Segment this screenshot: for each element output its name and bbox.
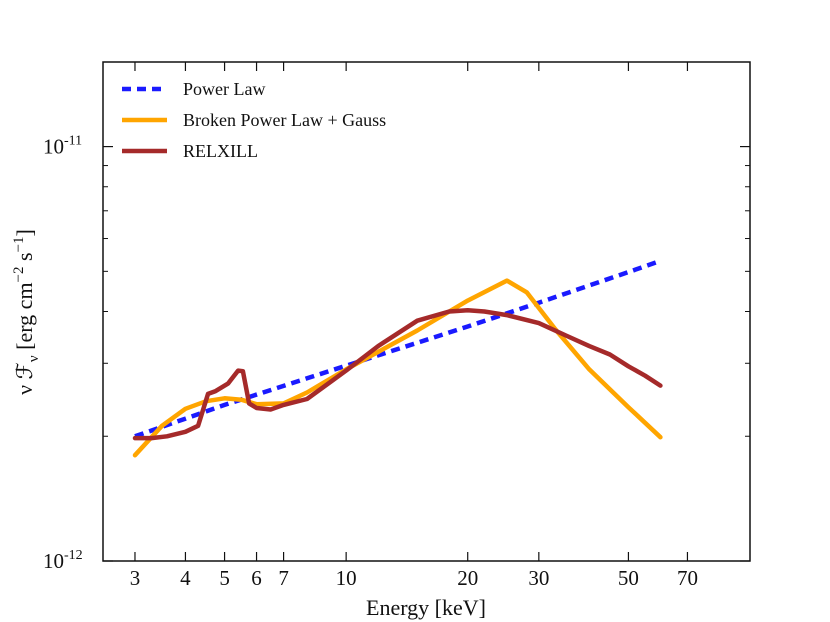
y-axis-title-part: [erg cm — [12, 282, 37, 355]
legend: Power Law Broken Power Law + Gauss RELXILL — [122, 79, 386, 161]
legend-label: Power Law — [183, 79, 265, 99]
x-tick-label: 30 — [528, 566, 549, 590]
x-tick-label: 70 — [677, 566, 698, 590]
series-line-power-law — [134, 258, 662, 439]
y-tick-base: 10 — [43, 549, 64, 573]
y-axis-title-part: ν — [26, 355, 42, 362]
y-tick-exponent: -12 — [64, 548, 83, 563]
y-axis-title-part: ] — [12, 229, 37, 236]
x-tick-label: 6 — [251, 566, 262, 590]
y-tick-exponent: -11 — [64, 134, 82, 149]
x-tick-label: 3 — [130, 566, 141, 590]
x-ticks: 3 4 5 6 7 10 20 30 50 70 — [130, 62, 698, 590]
y-axis-title-part: ν ℱ — [12, 362, 37, 395]
plot-area — [102, 61, 751, 562]
y-axis-title: ν ℱν [erg cm−2 s−1] — [11, 229, 42, 395]
x-tick-label: 4 — [180, 566, 191, 590]
y-axis-title-part: s — [12, 252, 37, 266]
x-tick-label: 5 — [219, 566, 230, 590]
x-tick-label: 7 — [278, 566, 289, 590]
x-tick-label: 20 — [457, 566, 478, 590]
y-tick-label: 10-12 — [43, 548, 83, 573]
legend-label: Broken Power Law + Gauss — [183, 110, 386, 130]
y-axis-title-part: −2 — [11, 266, 27, 282]
x-axis-title: Energy [keV] — [366, 595, 486, 620]
x-tick-label: 10 — [336, 566, 357, 590]
y-tick-base: 10 — [43, 135, 64, 159]
x-tick-label: 50 — [618, 566, 639, 590]
y-tick-label: 10-11 — [43, 134, 82, 159]
y-axis-title-part: −1 — [11, 236, 27, 252]
series-line-relxill — [132, 307, 663, 441]
series-layer — [132, 258, 663, 458]
series-line-broken-power-law-gauss — [132, 278, 663, 458]
legend-label: RELXILL — [183, 141, 258, 161]
